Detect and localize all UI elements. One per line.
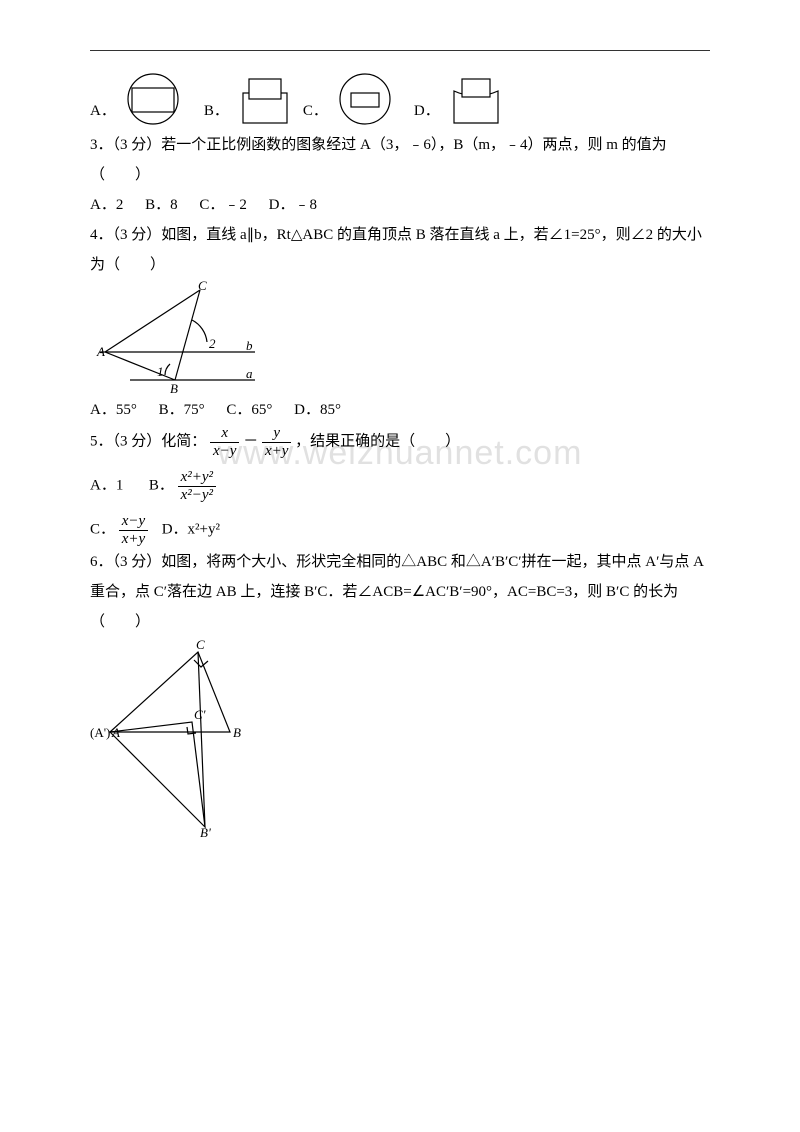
q5-opt-c-label: C． [90,521,115,537]
page-top-rule [90,50,710,51]
svg-text:C: C [196,637,205,652]
q5-opt-b-label: B． [149,477,174,493]
svg-text:B: B [233,725,241,740]
q5-opts-ab: A．1 B． x²+y² x²−y² [90,469,710,503]
q4-opt-a: A．55° [90,402,137,418]
svg-text:1: 1 [157,364,164,379]
svg-text:A: A [111,725,120,740]
q5-opt-b-frac: x²+y² x²−y² [178,469,216,503]
svg-text:C': C' [194,707,206,722]
q5-opt-c-frac: x−y x+y [119,513,148,547]
q3-options: A．2 B．8 C．﹣2 D．﹣8 [90,190,710,220]
svg-text:A: A [96,344,105,359]
q5-opts-cd: C． x−y x+y D．x²+y² [90,513,710,547]
q2-opt-b-figure [235,71,295,126]
q6-figure: C (A') A B C' B' [90,637,710,837]
q4-opt-d: D．85° [294,402,341,418]
q6-text: 6．（3 分）如图，将两个大小、形状完全相同的△ABC 和△A′B′C′拼在一起… [90,547,710,637]
q5-block: www.weizhuannet.com 5．（3 分）化简： x x−y － y… [90,425,710,459]
svg-text:2: 2 [209,336,216,351]
svg-text:C: C [198,280,207,293]
q2-opt-c-label: C． [303,96,328,126]
q5-frac1: x x−y [210,425,239,459]
q3-opt-d: D．﹣8 [269,197,317,213]
q5-opt-d: D．x²+y² [162,521,220,537]
q4-text: 4．（3 分）如图，直线 a∥b，Rt△ABC 的直角顶点 B 落在直线 a 上… [90,220,710,280]
q5-suffix: ，结果正确的是（ ） [295,433,460,449]
q3-opt-a: A．2 [90,197,123,213]
q2-opt-d-label: D． [414,96,440,126]
q2-opt-a-label: A． [90,96,116,126]
q5-prefix: 5．（3 分）化简： [90,433,206,449]
q5-opt-a: A．1 [90,477,123,493]
q2-opt-d-figure [446,71,506,126]
q2-options-row: A． B． C． D． [90,71,710,126]
q5-frac2: y x+y [262,425,291,459]
svg-text:B: B [170,381,178,395]
q3-text: 3．（3 分）若一个正比例函数的图象经过 A（3，﹣6），B（m，﹣4）两点，则… [90,130,710,190]
q5-minus: － [243,433,258,449]
q4-opt-b: B．75° [159,402,205,418]
q4-figure: C A b 2 1 B a [90,280,710,395]
q3-opt-c: C．﹣2 [199,197,247,213]
q5-stem: 5．（3 分）化简： x x−y － y x+y ，结果正确的是（ ） [90,425,710,459]
q4-options: A．55° B．75° C．65° D．85° [90,395,710,425]
svg-text:(A'): (A') [90,725,110,740]
svg-text:a: a [246,366,253,381]
q3-opt-b: B．8 [145,197,178,213]
q2-opt-b-label: B． [204,96,229,126]
svg-text:B': B' [200,825,211,837]
svg-text:b: b [246,338,253,353]
q4-opt-c: C．65° [226,402,272,418]
q2-opt-c-figure [334,71,396,126]
q2-opt-a-figure [122,71,184,126]
